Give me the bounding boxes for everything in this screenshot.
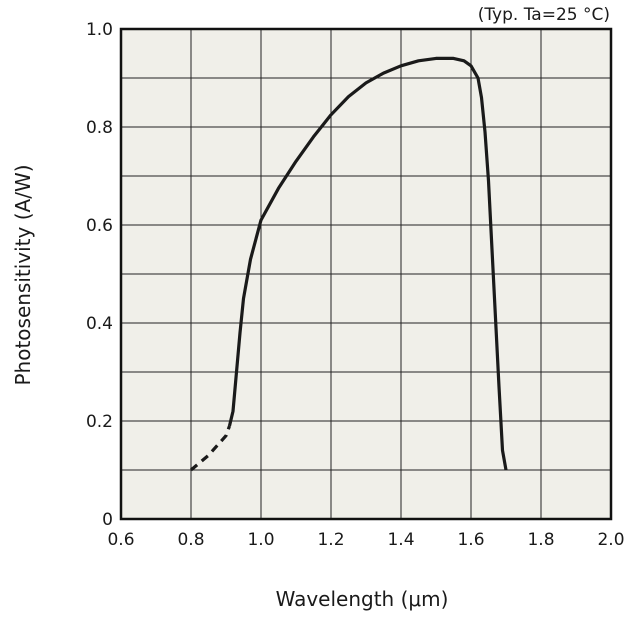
x-tick-label: 1.4 (387, 530, 414, 550)
y-tick-label: 0 (102, 510, 113, 530)
y-tick-label: 0.8 (86, 118, 113, 138)
x-tick-label: 0.6 (107, 530, 134, 550)
series-line-dashed (189, 425, 232, 472)
x-axis-ticks: 0.6 0.8 1.0 1.2 1.4 1.6 1.8 2.0 (107, 530, 624, 550)
y-tick-label: 0.4 (86, 314, 113, 334)
x-axis-label: Wavelength (μm) (276, 587, 449, 611)
x-tick-label: 2.0 (597, 530, 624, 550)
x-tick-label: 1.8 (527, 530, 554, 550)
x-tick-label: 1.2 (317, 530, 344, 550)
y-tick-label: 1.0 (86, 20, 113, 40)
y-tick-label: 0.2 (86, 412, 113, 432)
series-group (189, 56, 508, 472)
x-tick-label: 1.6 (457, 530, 484, 550)
y-tick-label: 0.6 (86, 216, 113, 236)
x-tick-label: 1.0 (247, 530, 274, 550)
chart-annotation: (Typ. Ta=25 °C) (478, 5, 610, 25)
y-axis-ticks: 0 0.2 0.4 0.6 0.8 1.0 (86, 20, 113, 530)
x-tick-label: 0.8 (177, 530, 204, 550)
y-axis-label: Photosensitivity (A/W) (11, 164, 35, 385)
plot-frame (119, 27, 613, 521)
series-line-solid (227, 56, 508, 471)
